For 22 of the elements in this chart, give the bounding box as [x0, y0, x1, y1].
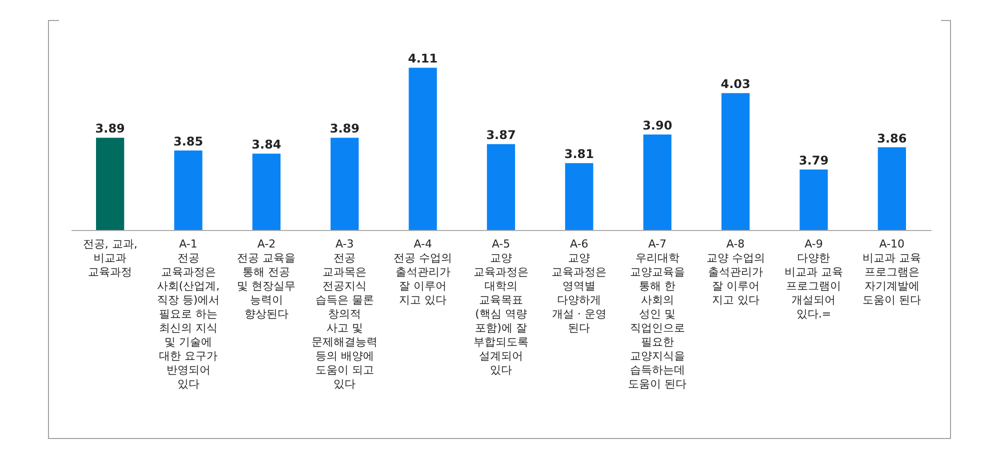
x-tick-label: A-6 교양 교육과정은 영역별 다양하게 개설 · 운영 된다: [552, 238, 607, 334]
x-tick-label: A-8 교양 수업의 출석관리가 잘 이루어 지고 있다: [706, 238, 765, 306]
data-label: 4.11: [408, 52, 438, 66]
x-tick-label: A-2 전공 교육을 통해 전공 및 현장실무 능력이 향상된다: [237, 238, 296, 320]
category-label: A-1 전공 교육과정은 사회(산업계, 직장 등)에서 필요로 하는 최신의 지식 및 기술에 대한 요구가 반영되어 있다: [156, 238, 220, 390]
category-label: A-3 전공 교과목은 전공지식 습득은 물론 창의적 사고 및 문제해결능력 등의 배양에 도움이 되고 있다: [312, 238, 378, 390]
category-label: A-7 우리대학 교양교육을 통해 한 사회의 성인 및 직업인으로 필요한 교양지식을 습득하는데 도움이 된다: [628, 238, 687, 390]
data-label: 3.89: [330, 122, 360, 136]
data-label: 3.85: [173, 134, 204, 148]
data-label: 3.84: [252, 138, 282, 152]
data-label: 3.89: [95, 122, 125, 136]
x-tick-label: A-9 다양한 비교과 교육 프로그램이 개설되어 있다.=: [784, 238, 843, 320]
data-label: 3.90: [642, 118, 672, 133]
data-label: 4.03: [720, 77, 750, 92]
x-tick-label: A-10 비교과 교육 프로그램은 자기계발에 도움이 된다: [862, 238, 922, 306]
x-tick-label: A-4 전공 수업의 출석관리가 잘 이루어 지고 있다: [394, 238, 452, 306]
data-label: 3.87: [486, 128, 516, 142]
data-label: 3.81: [564, 147, 594, 162]
x-tick-label: 전공, 교과, 비교과 교육과정: [82, 238, 138, 278]
data-label: 3.79: [798, 154, 829, 168]
data-label: 3.86: [877, 131, 907, 146]
category-label: A-5 교양 교육과정은 대학의 교육목표 (핵심 역량 포함)에 잘 부합되도록 설계되어 있다: [474, 238, 528, 376]
